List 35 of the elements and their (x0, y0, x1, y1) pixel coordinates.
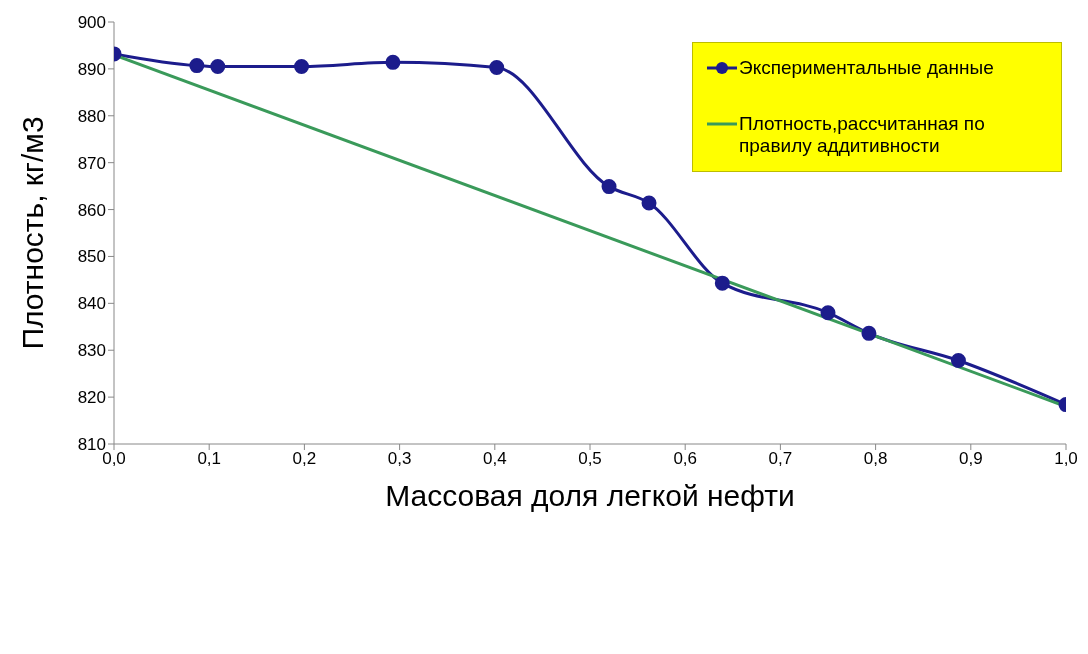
x-axis-title: Массовая доля легкой нефти (385, 479, 795, 512)
x-tick-label: 1,0 (1054, 449, 1078, 469)
point (820, 305, 836, 321)
y-tick-label: 840 (77, 294, 106, 314)
y-tick-label: 830 (77, 341, 106, 361)
point (950, 353, 966, 369)
point (601, 179, 617, 195)
y-axis-title: Плотность, кг/м3 (15, 116, 49, 350)
x-tick-label: 0,6 (673, 449, 698, 469)
y-tick-label: 850 (77, 247, 106, 267)
y-tick-label: 900 (77, 13, 106, 33)
x-tick-label: 0,3 (387, 449, 412, 469)
point (861, 325, 877, 341)
x-tick-label: 0,4 (482, 449, 507, 469)
x-tick-label: 0,1 (197, 449, 222, 469)
legend-label: Плотность,рассчитанная по правилу аддитивности (739, 113, 986, 157)
point (210, 59, 226, 75)
x-tick-label: 0,5 (578, 449, 602, 469)
y-tick-label: 820 (77, 388, 106, 408)
y-tick-label: 880 (77, 106, 106, 126)
y-tick-label: 890 (77, 59, 106, 79)
point (294, 59, 310, 75)
x-tick-label: 0,7 (768, 449, 793, 469)
point (189, 58, 205, 74)
point (385, 54, 401, 70)
x-tick-label: 0,2 (292, 449, 317, 469)
y-tick-label: 870 (77, 153, 106, 173)
x-tick-label: 0,0 (102, 449, 126, 469)
y-tick-label: 860 (77, 200, 106, 220)
point (714, 275, 730, 291)
x-tick-label: 0,9 (958, 449, 983, 469)
point (641, 195, 657, 211)
x-tick-label: 0,8 (863, 449, 888, 469)
point (489, 59, 505, 75)
legend-label: Экспериментальные данные (739, 57, 995, 79)
